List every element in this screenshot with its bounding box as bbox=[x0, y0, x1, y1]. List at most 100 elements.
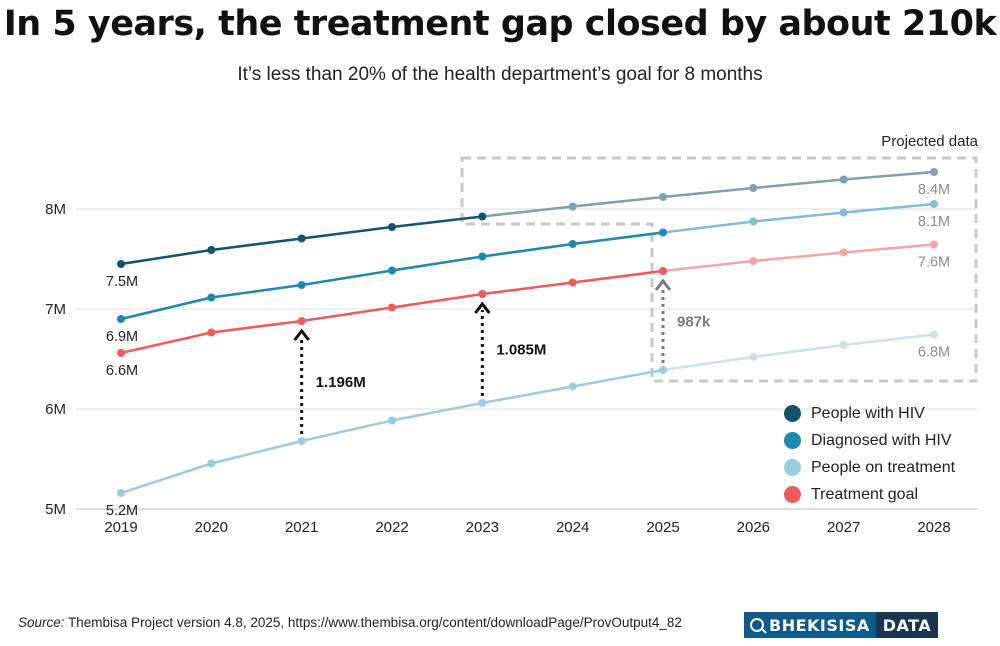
data-point bbox=[388, 266, 396, 275]
data-point bbox=[659, 267, 667, 275]
gap-label: 1.085M bbox=[496, 342, 546, 359]
data-point bbox=[749, 257, 758, 265]
legend-label: People with HIV bbox=[811, 404, 925, 422]
gap-arrow-head bbox=[474, 301, 491, 314]
chart-legend: People with HIV Diagnosed with HIV Peopl… bbox=[784, 400, 955, 508]
data-point bbox=[388, 303, 396, 312]
legend-item-people-on-treatment: People on treatment bbox=[784, 454, 955, 481]
x-tick-label: 2026 bbox=[737, 519, 770, 536]
legend-swatch-people-on-treatment bbox=[784, 459, 801, 476]
y-tick-label: 5M bbox=[45, 501, 66, 518]
x-axis-ticks: 2019 2020 2021 2022 2023 2024 2025 2026 2027 2028 bbox=[104, 519, 950, 536]
data-point bbox=[839, 341, 848, 349]
end-value-label: 6.8M bbox=[918, 345, 950, 361]
data-point bbox=[930, 330, 938, 339]
series: 7.5M 8.4M 6.9M 8.1M 5.2M 6.8M 6.6M 7.6M bbox=[106, 168, 950, 519]
data-point bbox=[207, 293, 216, 302]
x-tick-label: 2019 bbox=[104, 519, 137, 536]
legend-label: Treatment goal bbox=[811, 485, 919, 503]
brand-name: BHEKISISA bbox=[769, 615, 870, 635]
series-line-projected bbox=[662, 333, 935, 372]
end-value-label: 7.6M bbox=[918, 255, 950, 271]
data-point bbox=[839, 175, 848, 184]
projected-data-label: Projected data bbox=[881, 133, 978, 150]
y-tick-label: 8M bbox=[45, 201, 66, 218]
magnifier-icon bbox=[750, 618, 764, 632]
data-point bbox=[478, 290, 487, 298]
x-tick-label: 2022 bbox=[375, 519, 408, 536]
series-line-projected bbox=[662, 243, 935, 273]
data-point bbox=[659, 366, 667, 374]
legend-label: People on treatment bbox=[811, 458, 956, 476]
data-point bbox=[117, 349, 125, 357]
x-tick-label: 2021 bbox=[285, 519, 318, 536]
legend-swatch-treatment-goal bbox=[784, 486, 801, 503]
data-point bbox=[568, 382, 577, 391]
data-point bbox=[839, 248, 848, 257]
gap-arrow-head bbox=[293, 328, 310, 341]
data-point bbox=[839, 208, 848, 217]
series-diagnosed-with-hiv: 6.9M 8.1M bbox=[106, 200, 950, 345]
start-value-label: 7.5M bbox=[106, 274, 138, 290]
source-label: Source: bbox=[18, 615, 65, 630]
x-tick-label: 2027 bbox=[827, 519, 860, 536]
series-line-actual bbox=[120, 368, 664, 495]
x-tick-label: 2020 bbox=[195, 519, 228, 536]
data-point bbox=[568, 278, 577, 287]
data-point bbox=[478, 399, 487, 407]
series-line-projected bbox=[482, 170, 935, 218]
data-point bbox=[749, 217, 758, 226]
series-people-on-treatment: 5.2M 6.8M bbox=[106, 330, 950, 519]
gap-label: 987k bbox=[677, 314, 711, 331]
end-value-label: 8.4M bbox=[918, 182, 950, 198]
legend-swatch-people-with-hiv bbox=[784, 405, 801, 422]
x-tick-label: 2024 bbox=[556, 519, 589, 536]
legend-item-people-with-hiv: People with HIV bbox=[784, 400, 955, 427]
data-point bbox=[117, 260, 125, 268]
data-point bbox=[930, 168, 938, 176]
data-point bbox=[478, 252, 487, 261]
data-point bbox=[568, 202, 577, 211]
chart-subtitle: It’s less than 20% of the health departm… bbox=[237, 64, 763, 85]
data-point bbox=[297, 317, 306, 325]
data-point bbox=[659, 228, 667, 237]
x-tick-label: 2025 bbox=[646, 519, 679, 536]
data-point bbox=[297, 281, 306, 289]
chart-title: In 5 years, the treatment gap closed by … bbox=[3, 4, 997, 44]
y-tick-label: 7M bbox=[45, 301, 66, 318]
data-point bbox=[930, 200, 938, 208]
brand-logo: BHEKISISA DATA bbox=[744, 612, 978, 638]
legend-item-diagnosed-with-hiv: Diagnosed with HIV bbox=[784, 427, 955, 454]
gap-label: 1.196M bbox=[316, 374, 366, 391]
data-point bbox=[749, 353, 758, 361]
data-point bbox=[659, 193, 667, 201]
data-point bbox=[207, 246, 216, 254]
start-value-label: 5.2M bbox=[106, 503, 138, 519]
data-point bbox=[568, 240, 577, 248]
legend-label: Diagnosed with HIV bbox=[811, 431, 952, 449]
data-point bbox=[930, 240, 938, 249]
data-point bbox=[117, 315, 125, 323]
gap-arrow-head bbox=[654, 278, 672, 291]
data-point bbox=[749, 184, 758, 192]
x-tick-label: 2023 bbox=[466, 519, 499, 536]
data-point bbox=[207, 328, 216, 337]
series-people-with-hiv: 7.5M 8.4M bbox=[106, 168, 950, 290]
x-tick-label: 2028 bbox=[917, 519, 950, 536]
data-point bbox=[297, 437, 306, 445]
data-point bbox=[207, 459, 216, 468]
start-value-label: 6.6M bbox=[106, 363, 138, 379]
data-point bbox=[388, 416, 396, 425]
series-line-actual bbox=[120, 269, 664, 355]
brand-logo-right: DATA bbox=[875, 612, 939, 638]
start-value-label: 6.9M bbox=[106, 329, 138, 345]
data-point bbox=[297, 234, 306, 243]
brand-logo-left: BHEKISISA bbox=[744, 612, 876, 638]
series-line-projected bbox=[662, 202, 935, 234]
gridlines: 5M 6M 7M 8M bbox=[45, 201, 978, 518]
source-text: Thembisa Project version 4.8, 2025, http… bbox=[64, 615, 682, 630]
projected-data-box bbox=[460, 156, 978, 383]
data-point bbox=[117, 489, 125, 497]
series-treatment-goal: 6.6M 7.6M bbox=[106, 240, 950, 379]
